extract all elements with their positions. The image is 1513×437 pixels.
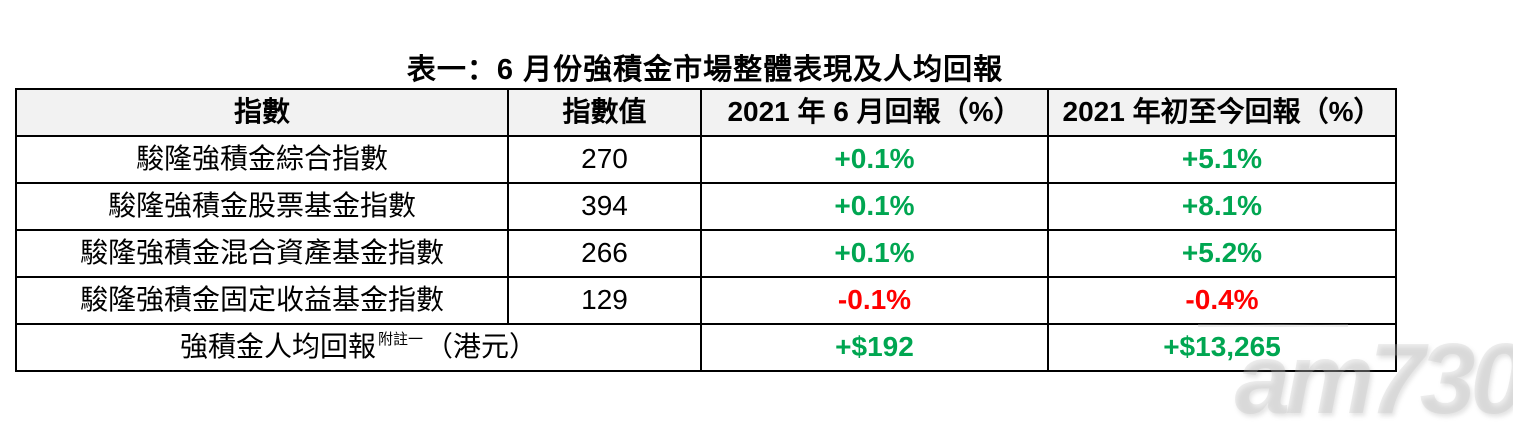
ytd-return-value: -0.4%: [1047, 276, 1397, 325]
mpf-performance-table: 指數 指數值 2021 年 6 月回報（%） 2021 年初至今回報（%） 駿隆…: [15, 88, 1397, 372]
summary-label: 強積金人均回報 附註一（港元）: [15, 323, 702, 372]
footnote-marker: 附註一: [377, 330, 423, 348]
column-header-index-value: 指數值: [507, 88, 702, 137]
page-title: 表一：6 月份強積金市場整體表現及人均回報: [406, 54, 1004, 86]
summary-label-suffix: （港元）: [425, 331, 538, 363]
index-value: 270: [507, 135, 702, 184]
ytd-return-value: +5.1%: [1047, 135, 1397, 184]
index-name: 駿隆強積金混合資產基金指數: [15, 229, 509, 278]
index-value: 394: [507, 182, 702, 231]
index-name: 駿隆強積金股票基金指數: [15, 182, 509, 231]
table-row: 駿隆強積金股票基金指數 394 +0.1% +8.1%: [15, 182, 1397, 231]
june-return-value: -0.1%: [700, 276, 1049, 325]
index-value: 129: [507, 276, 702, 325]
column-header-index: 指數: [15, 88, 509, 137]
index-value: 266: [507, 229, 702, 278]
summary-row: 強積金人均回報 附註一（港元） +$192 +$13,265: [15, 323, 1397, 372]
table-row: 駿隆強積金固定收益基金指數 129 -0.1% -0.4%: [15, 276, 1397, 325]
june-return-value: +0.1%: [700, 135, 1049, 184]
index-name: 駿隆強積金固定收益基金指數: [15, 276, 509, 325]
june-return-value: +0.1%: [700, 182, 1049, 231]
table-row: 駿隆強積金混合資產基金指數 266 +0.1% +5.2%: [15, 229, 1397, 278]
summary-ytd-return-value: +$13,265: [1047, 323, 1397, 372]
ytd-return-value: +8.1%: [1047, 182, 1397, 231]
column-header-ytd-return: 2021 年初至今回報（%）: [1047, 88, 1397, 137]
summary-label-prefix: 強積金人均回報: [179, 331, 376, 363]
index-name: 駿隆強積金綜合指數: [15, 135, 509, 184]
ytd-return-value: +5.2%: [1047, 229, 1397, 278]
june-return-value: +0.1%: [700, 229, 1049, 278]
summary-june-return-value: +$192: [700, 323, 1049, 372]
table-header-row: 指數 指數值 2021 年 6 月回報（%） 2021 年初至今回報（%）: [15, 88, 1397, 137]
column-header-june-return: 2021 年 6 月回報（%）: [700, 88, 1049, 137]
table-row: 駿隆強積金綜合指數 270 +0.1% +5.1%: [15, 135, 1397, 184]
